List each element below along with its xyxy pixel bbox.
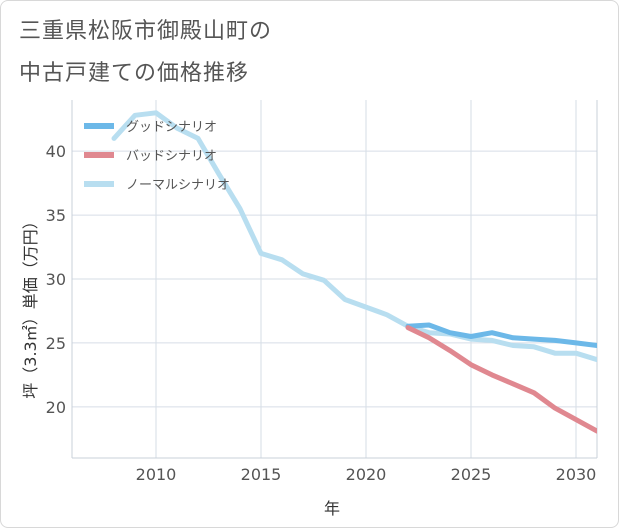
- y-tick-label-4: 40: [46, 142, 66, 161]
- series-lines: [111, 110, 597, 434]
- y-tick-label-2: 30: [46, 270, 66, 289]
- grid: [71, 100, 598, 459]
- chart-title-line-1: 三重県松阪市御殿山町の: [19, 19, 273, 44]
- y-tick-label-1: 25: [46, 334, 66, 353]
- y-axis-title: 坪（3.3㎡）単価（万円）: [21, 213, 40, 398]
- y-tick-label-3: 35: [46, 206, 66, 225]
- y-tick-label-0: 20: [46, 398, 66, 417]
- x-tick-label-2: 2020: [346, 465, 387, 484]
- series-line-2: [111, 110, 597, 363]
- x-tick-label-1: 2015: [241, 465, 282, 484]
- series-line-0: [405, 322, 597, 348]
- legend-label-1: バッドシナリオ: [126, 149, 217, 164]
- x-axis-title: 年: [324, 499, 340, 518]
- x-tick-label-3: 2025: [451, 465, 492, 484]
- x-tick-label-4: 2030: [556, 465, 597, 484]
- chart-title-line-2: 中古戸建ての価格推移: [19, 61, 250, 86]
- legend-label-2: ノーマルシナリオ: [126, 178, 230, 193]
- legend-label-0: グッドシナリオ: [126, 120, 217, 135]
- series-line-1: [405, 325, 597, 434]
- x-tick-label-0: 2010: [136, 465, 177, 484]
